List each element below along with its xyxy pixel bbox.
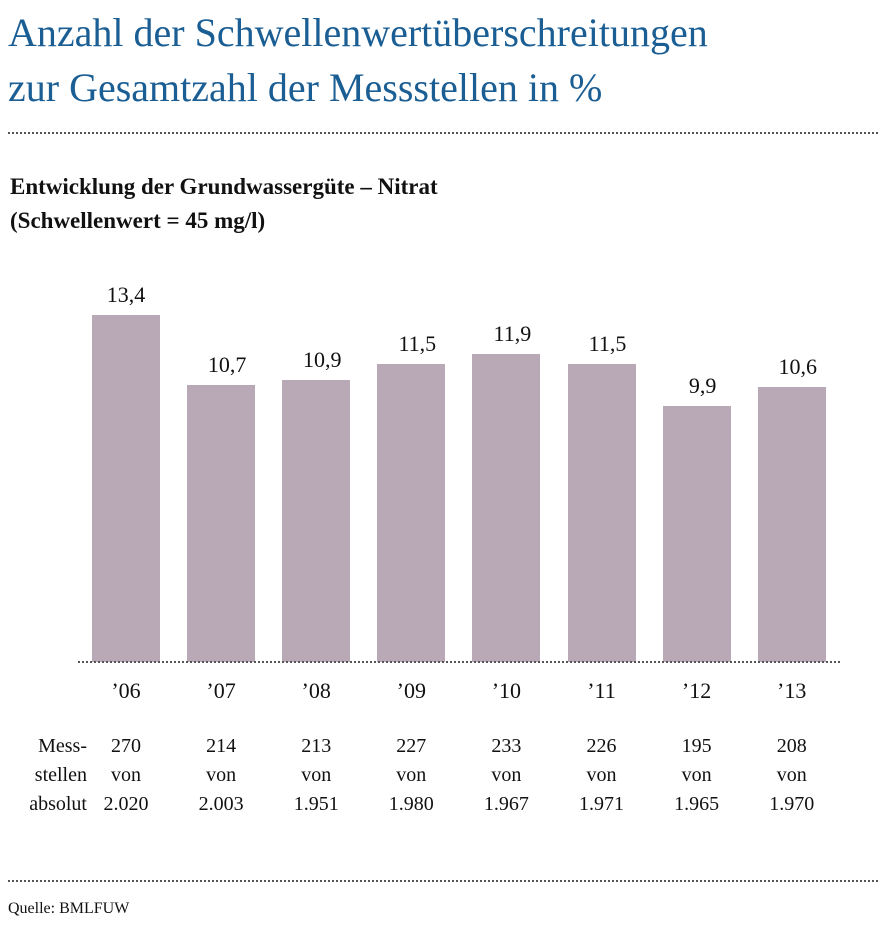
table-cell: von (491, 764, 522, 786)
table-cell: 1.980 (388, 793, 434, 815)
table-cell: von (396, 764, 427, 786)
value-label: 10,6 (778, 354, 817, 380)
table-cell: 227 (396, 735, 427, 757)
table-cell: 1.965 (674, 793, 720, 815)
divider-top (8, 132, 878, 134)
bar (567, 364, 636, 662)
source-note: Quelle: BMLFUW (8, 900, 130, 917)
x-tick-label: ’08 (301, 678, 331, 703)
value-label: 11,9 (493, 320, 532, 346)
value-label: 13,4 (106, 281, 146, 307)
x-tick-label: ’12 (681, 678, 712, 703)
table-cell: 1.970 (769, 793, 815, 815)
x-tick-label: ’13 (777, 678, 807, 703)
table-cell: von (111, 764, 141, 786)
title-line-2: zur Gesamtzahl der Messstellen in % (8, 65, 603, 110)
x-tick-label: ’10 (491, 678, 522, 703)
value-label: 10,9 (302, 346, 342, 372)
bar (377, 364, 446, 662)
chart-title: Entwicklung der Grundwassergüte – Nitrat (10, 174, 438, 199)
value-label: 9,9 (688, 372, 717, 398)
bar (662, 405, 731, 662)
row-label-1: Mess- (38, 735, 87, 757)
row-label-3: absolut (29, 793, 87, 815)
table-cell: 2.003 (198, 793, 244, 815)
table-cell: 195 (681, 735, 712, 757)
table-cell: von (681, 764, 712, 786)
value-label: 10,7 (207, 351, 247, 377)
table-cell: 233 (491, 735, 522, 757)
title-line-1: Anzahl der Schwellenwertüberschreitungen (8, 10, 708, 55)
bar (757, 387, 826, 662)
table-cell: von (586, 764, 617, 786)
bar (92, 314, 160, 662)
chart-subtitle: (Schwellenwert = 45 mg/l) (10, 208, 266, 233)
table-cell: 214 (206, 735, 237, 757)
table-cell: 226 (586, 735, 617, 757)
table-cell: 208 (776, 735, 807, 757)
x-tick-label: ’06 (111, 678, 141, 703)
table-cell: von (206, 764, 237, 786)
bar (472, 353, 541, 662)
value-label: 11,5 (398, 331, 437, 357)
baseline (78, 661, 840, 663)
table-cell: 2.020 (103, 793, 149, 815)
table-cell: von (776, 764, 807, 786)
table-cell: 1.971 (579, 793, 624, 815)
x-tick-label: ’07 (206, 678, 236, 703)
bar (187, 384, 256, 662)
value-label: 11,5 (588, 331, 627, 357)
table-cell: von (301, 764, 332, 786)
table-cell: 270 (111, 735, 141, 757)
x-tick-label: ’11 (587, 678, 616, 703)
table-cell: 1.951 (293, 793, 339, 815)
divider-bottom (8, 880, 878, 882)
bar (282, 379, 351, 662)
table-cell: 1.967 (483, 793, 529, 815)
table-cell: 213 (301, 735, 332, 757)
x-tick-label: ’09 (396, 678, 426, 703)
row-label-2: stellen (34, 764, 87, 786)
